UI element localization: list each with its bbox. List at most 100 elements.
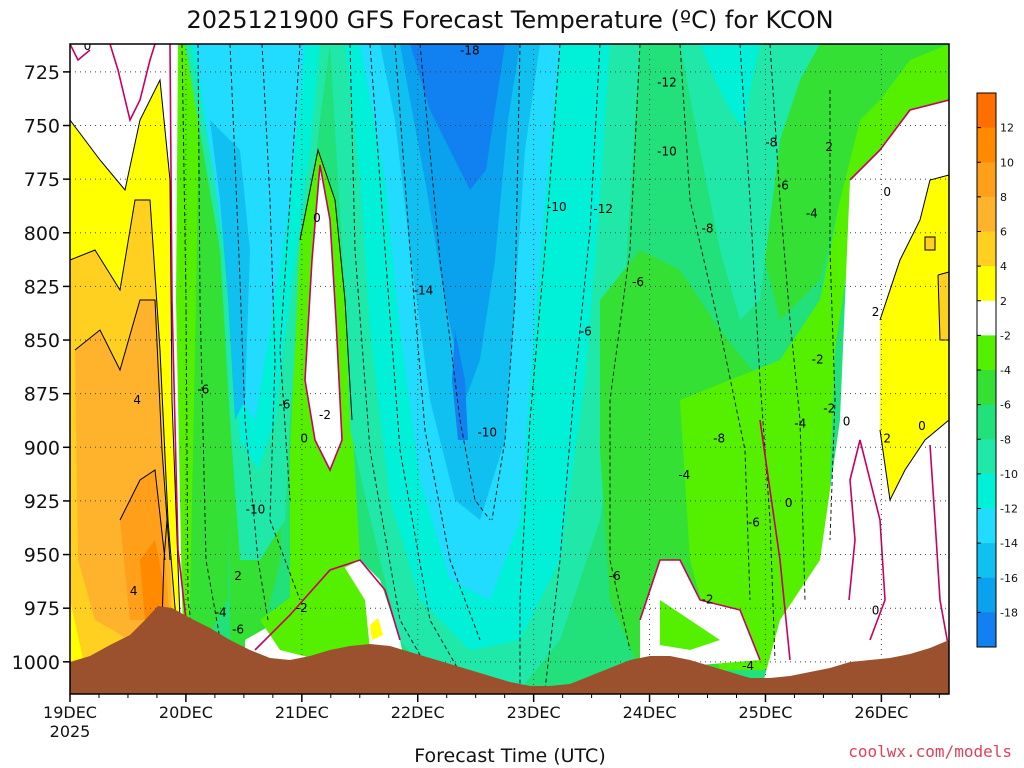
- fill-right-green-b: [680, 44, 949, 670]
- contour-label: -6: [748, 515, 760, 529]
- colorbar-bin: [977, 473, 996, 509]
- contour-zero-1: [70, 44, 156, 123]
- contour-label: -10: [477, 425, 497, 439]
- contour-dashed-8: [394, 44, 481, 641]
- colorbar-bin: [977, 612, 996, 648]
- colorbar-label: -4: [1000, 364, 1011, 377]
- contour-dashed-17: [829, 90, 836, 541]
- contour-label: 4: [130, 584, 138, 598]
- chart-title: 2025121900 GFS Forecast Temperature (ºC)…: [186, 6, 833, 34]
- colorbar-bin: [977, 335, 996, 371]
- contour-label: -4: [678, 468, 690, 482]
- contour-label: -4: [742, 659, 754, 673]
- contour-label: 0: [313, 211, 321, 225]
- contour-zero-7: [929, 444, 949, 651]
- fill-right-teal-top: [680, 44, 820, 320]
- fill-deepest-center: [410, 44, 505, 190]
- colorbar-label: 2: [1000, 295, 1007, 308]
- x-tick-label: 22DEC: [391, 703, 445, 722]
- colorbar-bin: [977, 231, 996, 267]
- colorbar-label: -2: [1000, 329, 1011, 342]
- contour-label: -6: [197, 382, 209, 396]
- contour-label: -8: [765, 136, 777, 150]
- contour-labels: 0 -6 4 4 2 -6 -4 -10 -6 -2 0 -2 0 -14 -18 -10 -10 -12 -6 -6…: [84, 39, 926, 677]
- colorbar-bin: [977, 266, 996, 302]
- contour-label: -6: [777, 179, 789, 193]
- contour-label: -6: [632, 275, 644, 289]
- contour-dashed-14: [679, 44, 751, 601]
- fill-white-right: [760, 100, 949, 694]
- contour-label: -10: [246, 503, 266, 517]
- temperature-fills: [70, 44, 949, 694]
- fill-right-green-top: [740, 44, 949, 320]
- colorbar-label: 10: [1000, 156, 1014, 169]
- fill-gold-right: [938, 272, 949, 340]
- colorbar-bin: [977, 127, 996, 163]
- fill-yellow-blip: [370, 618, 383, 640]
- colorbar-label: -18: [1000, 606, 1018, 619]
- contour-label: -6: [278, 397, 290, 411]
- fill-orange-core: [140, 540, 165, 620]
- x-tick-sublabel: 2025: [50, 722, 91, 741]
- y-axis: 725 750 775 800 825 850 875 900 925 950 975 1000: [12, 62, 70, 674]
- x-axis-label: Forecast Time (UTC): [414, 745, 605, 767]
- contour-solid-9: [161, 519, 168, 621]
- contour-label: -6: [232, 623, 244, 637]
- contour-solid-6: [879, 419, 949, 502]
- colorbar-bin: [977, 439, 996, 475]
- contour-dashed-2: [197, 44, 223, 651]
- fill-gold-spot: [924, 236, 936, 251]
- colorbar-bin: [977, 508, 996, 544]
- colorbar-bin: [977, 196, 996, 232]
- contour-solid-5: [879, 174, 949, 321]
- contour-solid-8: [299, 148, 353, 421]
- contour-label: 0: [883, 185, 891, 199]
- y-tick-label: 1000: [12, 652, 60, 674]
- contour-label: -12: [593, 202, 613, 216]
- colorbar-label: -16: [1000, 572, 1018, 585]
- colorbar-label: -12: [1000, 503, 1018, 516]
- contour-dashed-15: [739, 44, 776, 661]
- contour-zero-6: [848, 439, 886, 641]
- colorbar-label: -10: [1000, 468, 1018, 481]
- x-tick-label: 24DEC: [623, 703, 677, 722]
- contour-label: 0: [84, 39, 92, 53]
- contour-label: 2: [234, 569, 242, 583]
- contour-solid-4: [119, 469, 166, 561]
- fill-green-surface-21: [260, 560, 370, 660]
- contour-dashed-9: [419, 44, 491, 521]
- negative-contours: [181, 44, 836, 691]
- contour-zero-2: [169, 44, 187, 621]
- contour-label: -2: [823, 402, 835, 416]
- contour-label: 4: [133, 393, 141, 407]
- contour-label: 2: [883, 432, 891, 446]
- x-tick-label: 26DEC: [854, 703, 908, 722]
- contour-label: 0: [785, 496, 793, 510]
- contour-dashed-5: [279, 44, 301, 501]
- colorbar-bin: [977, 93, 996, 129]
- y-tick-label: 800: [24, 223, 60, 245]
- y-tick-label: 775: [24, 169, 60, 191]
- contour-label: -4: [806, 206, 818, 220]
- y-tick-label: 850: [24, 330, 60, 352]
- contour-dashed-6: [349, 44, 441, 691]
- contour-label: -18: [460, 43, 480, 57]
- fill-yellow-right: [880, 175, 949, 500]
- contour-label: -2: [812, 352, 824, 366]
- contour-solid-1: [70, 78, 181, 621]
- contour-label: -14: [414, 284, 434, 298]
- x-tick-label: 19DEC: [43, 703, 97, 722]
- contour-label: 2: [825, 140, 833, 154]
- y-tick-label: 875: [24, 384, 60, 406]
- contour-label: -8: [713, 432, 725, 446]
- contour-label: 0: [300, 432, 308, 446]
- contour-zero-4: [254, 559, 401, 651]
- colorbar: 12 10 8 6 4 2 -2 -4 -6 -8 -10 -12 -14 -16 -18: [976, 92, 1018, 648]
- fill-right-cyan-top: [700, 44, 760, 130]
- y-tick-label: 750: [24, 116, 60, 138]
- y-tick-label: 975: [24, 598, 60, 620]
- y-tick-label: 825: [24, 276, 60, 298]
- y-tick-label: 950: [24, 545, 60, 567]
